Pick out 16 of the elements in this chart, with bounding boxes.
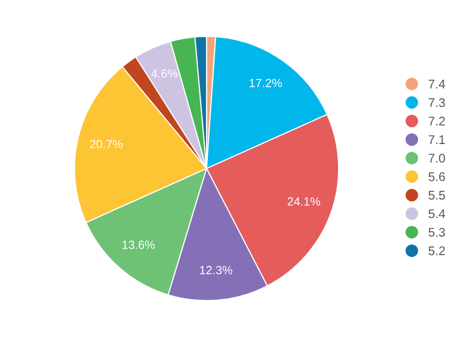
data-label: 24.1% xyxy=(288,197,320,206)
legend-label: 5.2 xyxy=(428,246,445,256)
legend-label: 5.5 xyxy=(428,190,445,200)
legend-label: 7.1 xyxy=(428,135,445,144)
data-label: 20.7% xyxy=(90,140,123,148)
legend-label: 5.3 xyxy=(428,228,445,237)
legend-label: 5.4 xyxy=(428,209,446,218)
data-label: 17.2% xyxy=(250,78,282,88)
legend-label: 7.2 xyxy=(428,116,445,126)
legend-label: 5.6 xyxy=(428,172,445,182)
data-label: 13.6% xyxy=(122,240,155,249)
legend-label: 7.0 xyxy=(428,154,445,163)
legend-label: 7.3 xyxy=(428,98,445,108)
legend-label: 7.4 xyxy=(428,80,446,88)
data-label: 4.6% xyxy=(151,69,178,78)
data-label: 12.3% xyxy=(200,266,232,274)
